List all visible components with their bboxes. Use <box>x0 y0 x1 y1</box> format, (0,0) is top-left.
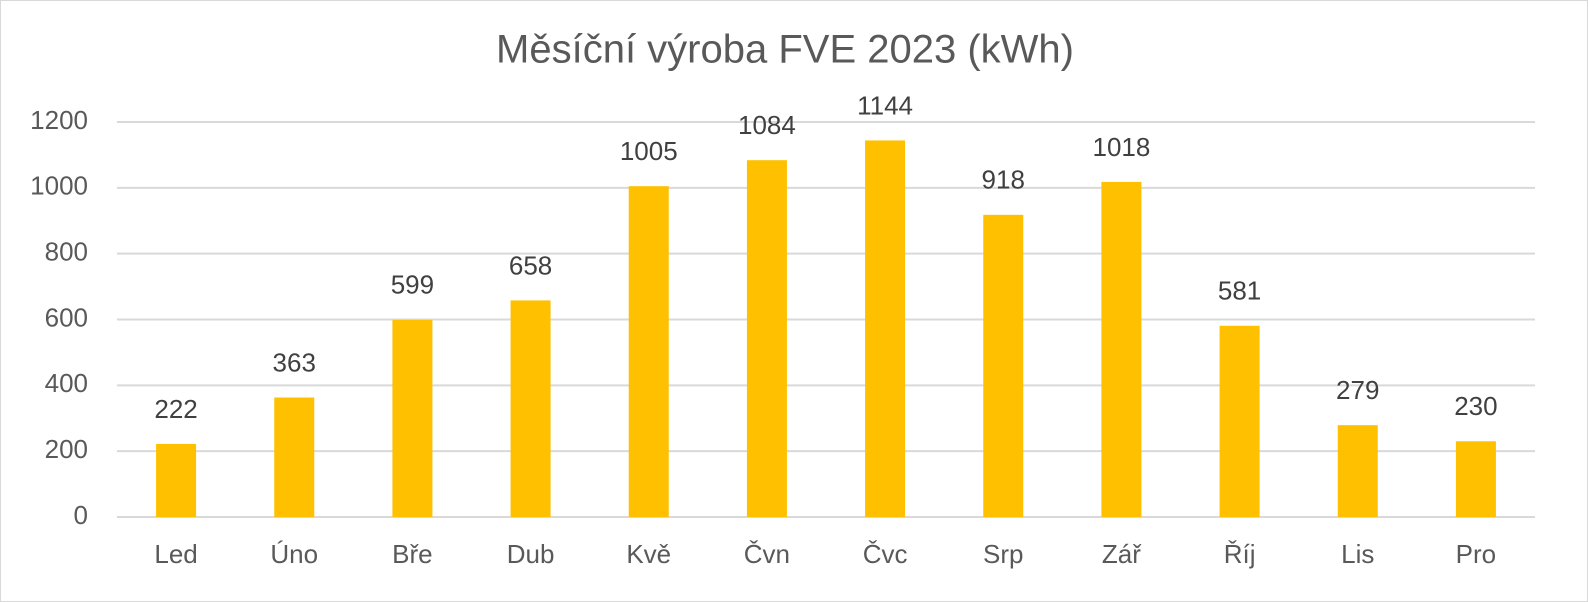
y-tick-label: 1000 <box>30 171 88 201</box>
data-label: 581 <box>1218 276 1261 306</box>
x-tick-label: Zář <box>1102 539 1142 569</box>
bar <box>983 214 1024 517</box>
data-label: 363 <box>273 347 316 377</box>
x-tick-label: Čvc <box>863 539 908 569</box>
data-label: 279 <box>1336 375 1379 405</box>
y-tick-label: 600 <box>45 302 88 332</box>
data-label: 918 <box>982 165 1025 195</box>
bar <box>510 300 551 517</box>
bar <box>1219 325 1260 517</box>
x-tick-label: Úno <box>270 539 318 569</box>
data-label: 658 <box>509 250 552 280</box>
y-tick-label: 200 <box>45 434 88 464</box>
y-tick-label: 1200 <box>30 105 88 135</box>
bar <box>1337 425 1378 517</box>
data-label: 222 <box>154 394 197 424</box>
bar <box>274 397 315 517</box>
x-tick-label: Kvě <box>626 539 671 569</box>
x-tick-label: Lis <box>1341 539 1374 569</box>
x-tick-label: Čvn <box>744 539 790 569</box>
data-label: 1144 <box>857 90 913 120</box>
bar <box>392 319 433 517</box>
bar <box>628 186 669 517</box>
y-tick-label: 0 <box>74 500 88 530</box>
data-label: 1018 <box>1092 132 1150 162</box>
x-tick-label: Srp <box>983 539 1023 569</box>
data-label: 1005 <box>620 136 678 166</box>
chart-title: Měsíční výroba FVE 2023 (kWh) <box>496 28 1074 72</box>
x-tick-label: Pro <box>1456 539 1496 569</box>
x-tick-label: Říj <box>1224 539 1256 569</box>
bar <box>1455 441 1496 517</box>
data-label: 1084 <box>738 110 796 140</box>
bar <box>1101 181 1142 518</box>
bar <box>865 140 906 517</box>
data-label: 599 <box>391 270 434 300</box>
bar <box>156 443 197 517</box>
y-tick-label: 800 <box>45 237 88 267</box>
x-tick-label: Bře <box>392 539 432 569</box>
data-label: 230 <box>1454 391 1497 421</box>
x-tick-label: Dub <box>507 539 555 569</box>
x-tick-label: Led <box>154 539 197 569</box>
bar <box>746 160 787 517</box>
y-tick-label: 400 <box>45 368 88 398</box>
